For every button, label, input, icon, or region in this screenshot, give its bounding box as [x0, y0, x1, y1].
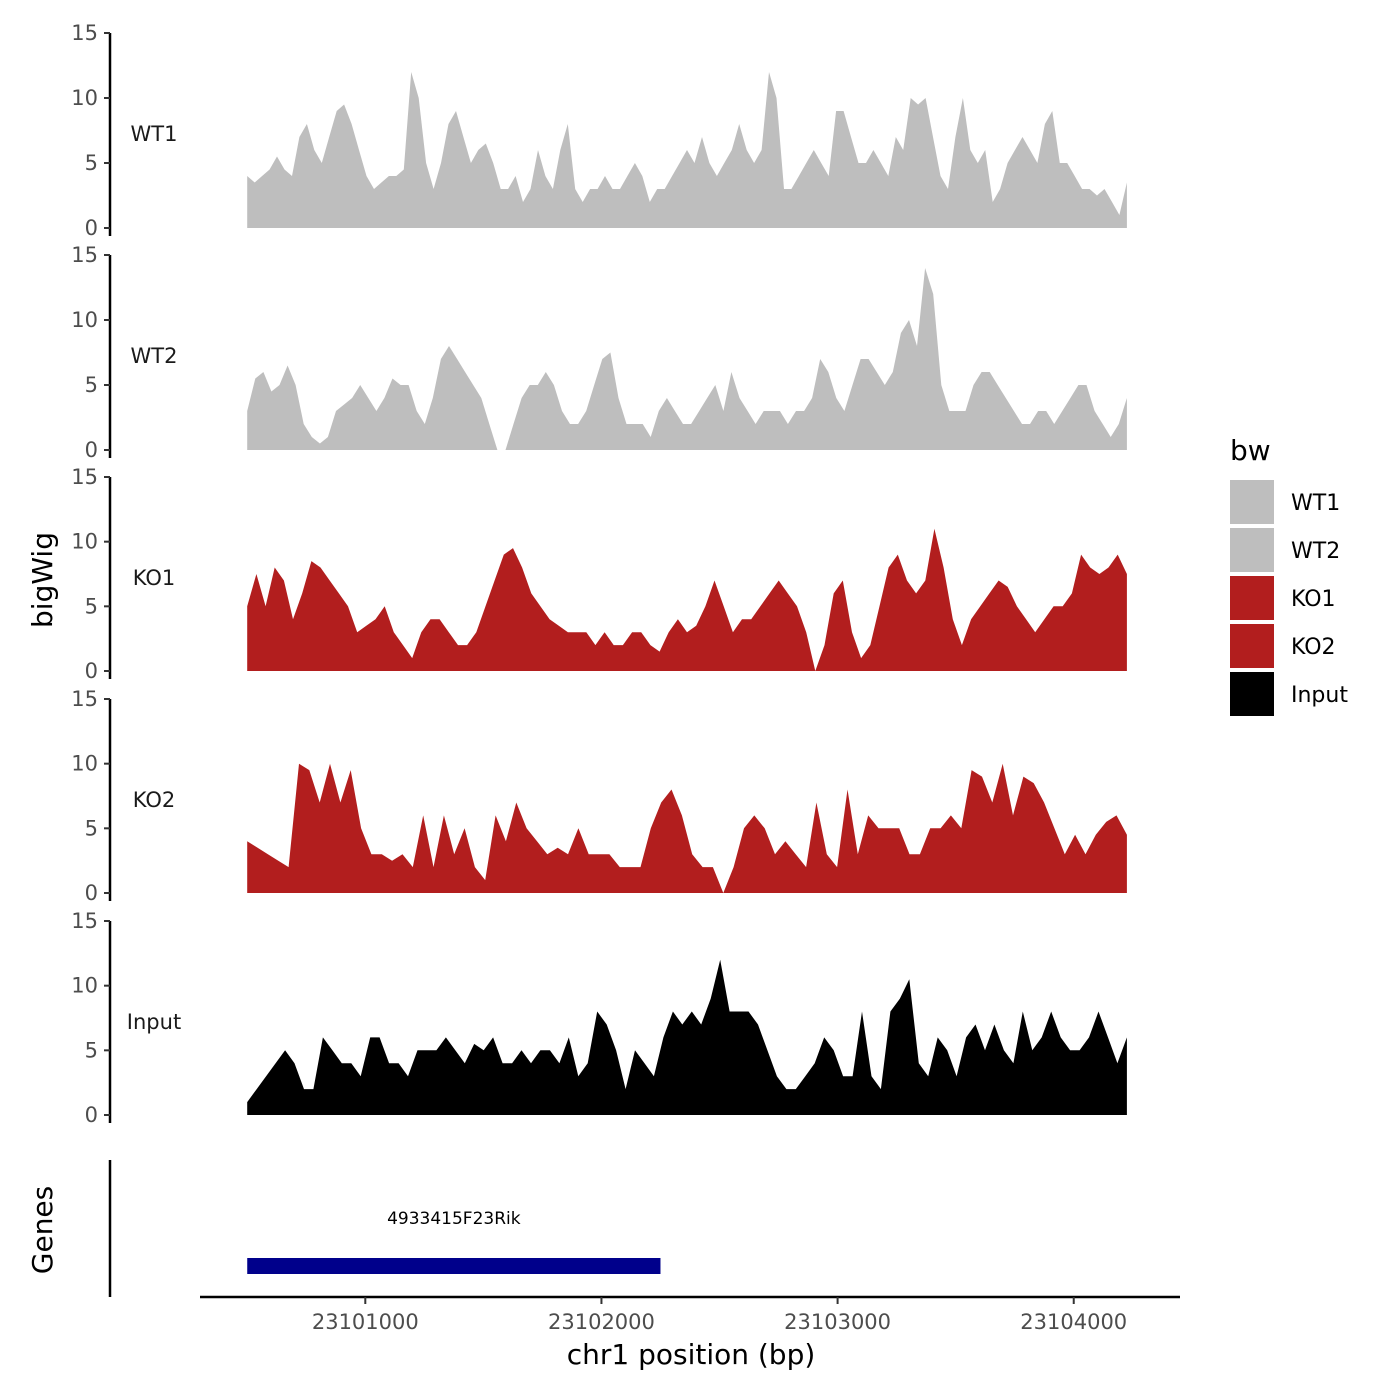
track-ko1: 0 5 10 15 KO1 — [71, 465, 1127, 683]
y-tick-label-wt1-5: 5 — [85, 151, 98, 175]
y-tick-label-wt1-10: 10 — [71, 86, 98, 110]
track-wt1: 0 5 10 15 WT1 — [71, 21, 1127, 240]
y-tick-label-ko2-15: 15 — [71, 687, 98, 711]
y-tick-label-input-0: 0 — [85, 1103, 98, 1127]
legend-label-wt2: WT2 — [1291, 539, 1340, 564]
track-label-ko1: KO1 — [133, 566, 176, 590]
y-tick-label-wt2-15: 15 — [71, 243, 98, 267]
y-tick-label-ko1-15: 15 — [71, 465, 98, 489]
x-tick-label-23102000: 23102000 — [548, 1310, 655, 1334]
y-tick-label-ko2-5: 5 — [85, 816, 98, 840]
legend-key-ko1 — [1230, 576, 1274, 620]
track-panels: 0 5 10 15 WT1 0 5 10 15 WT2 0 5 10 15 KO1 0 5 10 15 KO2 0 5 10… — [71, 21, 1127, 1127]
track-input: 0 5 10 15 Input — [71, 909, 1127, 1127]
y-tick-label-ko1-0: 0 — [85, 659, 98, 683]
x-axis-title: chr1 position (bp) — [567, 1338, 816, 1371]
y-tick-label-input-5: 5 — [85, 1038, 98, 1062]
area-input — [247, 959, 1127, 1115]
track-ko2: 0 5 10 15 KO2 — [71, 687, 1127, 905]
track-wt2: 0 5 10 15 WT2 — [71, 243, 1127, 462]
y-tick-label-wt1-0: 0 — [85, 216, 98, 240]
y-tick-label-ko2-0: 0 — [85, 881, 98, 905]
legend-label-ko1: KO1 — [1291, 587, 1336, 612]
legend-key-wt1 — [1230, 480, 1274, 524]
area-ko1 — [247, 528, 1127, 671]
track-label-input: Input — [127, 1010, 181, 1034]
y-tick-label-input-10: 10 — [71, 974, 98, 998]
y-tick-label-ko1-10: 10 — [71, 530, 98, 554]
legend-title: bw — [1230, 434, 1271, 467]
area-wt1 — [247, 72, 1127, 228]
genes-track: 4933415F23Rik — [108, 1160, 661, 1297]
legend-key-input — [1230, 672, 1274, 716]
y-tick-label-wt1-15: 15 — [71, 21, 98, 45]
y-tick-label-input-15: 15 — [71, 909, 98, 933]
x-axis: 23101000 23102000 23103000 23104000 — [200, 1295, 1180, 1334]
area-ko2 — [247, 763, 1127, 893]
track-label-ko2: KO2 — [133, 788, 176, 812]
legend-label-ko2: KO2 — [1291, 635, 1336, 660]
y-tick-label-wt2-5: 5 — [85, 373, 98, 397]
x-tick-label-23103000: 23103000 — [784, 1310, 891, 1334]
track-label-wt2: WT2 — [131, 344, 178, 368]
legend-key-wt2 — [1230, 528, 1274, 572]
track-label-wt1: WT1 — [131, 122, 178, 146]
legend: bw WT1 WT2 KO1 KO2 Input — [1230, 434, 1348, 716]
legend-key-ko2 — [1230, 624, 1274, 668]
gene-bar-4933415f23rik — [247, 1258, 661, 1274]
x-tick-label-23104000: 23104000 — [1020, 1310, 1127, 1334]
y-tick-label-wt2-0: 0 — [85, 438, 98, 462]
y-tick-label-wt2-10: 10 — [71, 308, 98, 332]
legend-label-wt1: WT1 — [1291, 491, 1340, 516]
area-wt2 — [247, 268, 1127, 450]
y-axis-title: bigWig — [26, 532, 59, 628]
y-tick-label-ko1-5: 5 — [85, 594, 98, 618]
y-tick-label-ko2-10: 10 — [71, 752, 98, 776]
x-tick-label-23101000: 23101000 — [312, 1310, 419, 1334]
gene-label-4933415f23rik: 4933415F23Rik — [387, 1209, 521, 1229]
genes-track-title: Genes — [26, 1186, 59, 1274]
legend-label-input: Input — [1291, 683, 1348, 708]
